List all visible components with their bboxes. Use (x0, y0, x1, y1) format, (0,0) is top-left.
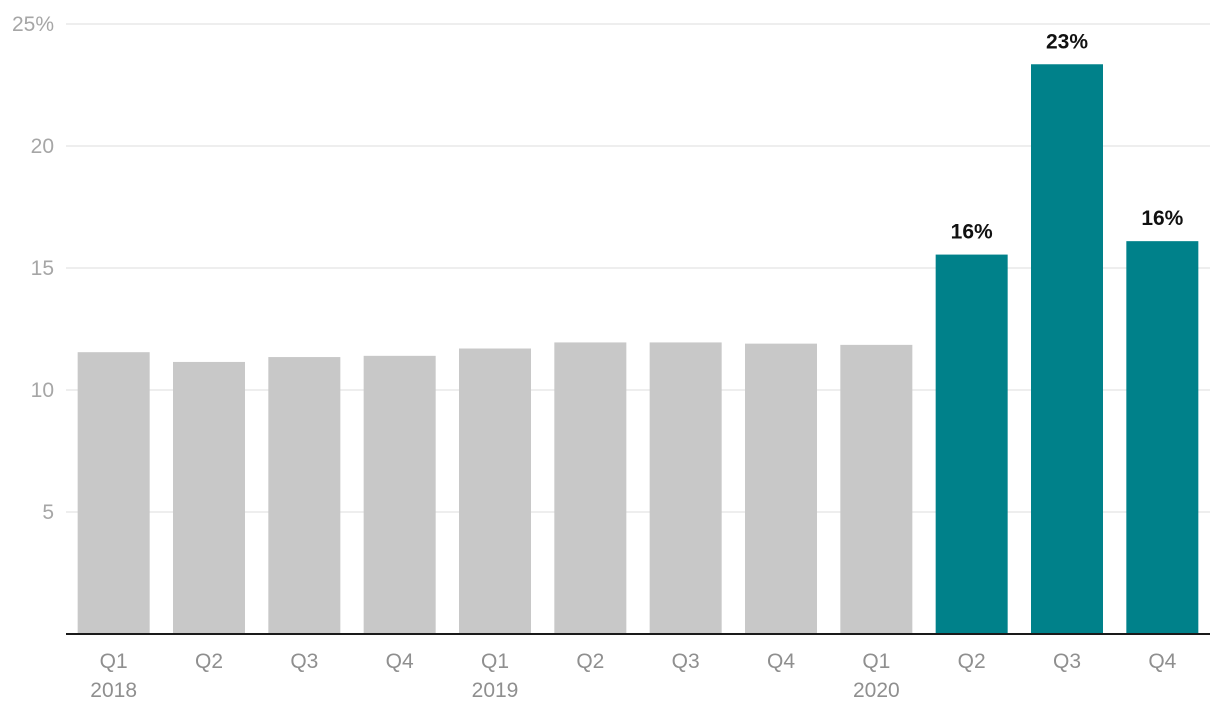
bar-q4-11 (1126, 241, 1199, 634)
x-tick-quarter-label: Q1 (100, 650, 128, 673)
x-tick-quarter-label: Q1 (862, 650, 890, 673)
bars (77, 64, 1199, 634)
y-tick-label: 5 (42, 501, 54, 524)
x-tick-quarter-label: Q3 (672, 650, 700, 673)
x-tick-quarter-label: Q3 (290, 650, 318, 673)
bar-q2-9 (935, 254, 1008, 634)
bar-q3-10 (1031, 64, 1103, 634)
x-tick-quarter-label: Q2 (576, 650, 604, 673)
x-tick-quarter-label: Q2 (195, 650, 223, 673)
bar-value-label: 16% (1141, 207, 1183, 230)
x-tick-quarter-label: Q4 (767, 650, 795, 673)
bar-value-label: 16% (951, 221, 993, 244)
data-labels: 16% 23% 16% (951, 30, 1184, 243)
x-tick-quarter-label: Q1 (481, 650, 509, 673)
bar-q1-8 (840, 344, 913, 634)
y-tick-label: 20 (31, 135, 54, 158)
x-tick-quarter-label: Q3 (1053, 650, 1081, 673)
x-tick-year-label: 2018 (90, 679, 137, 702)
gridlines (66, 23, 1210, 513)
x-tick-quarter-label: Q4 (386, 650, 414, 673)
x-tick-quarter-label: Q2 (958, 650, 986, 673)
x-tick-quarter-label: Q4 (1148, 650, 1176, 673)
bar-value-label: 23% (1046, 30, 1088, 53)
bar-q2-1 (173, 361, 245, 634)
bar-q1-4 (459, 348, 531, 634)
bar-q4-3 (363, 355, 436, 634)
bar-q2-5 (554, 342, 627, 634)
y-tick-label: 15 (31, 257, 54, 280)
y-tick-label: 25% (12, 13, 54, 36)
y-axis-ticks: 5 10 15 20 25% (12, 13, 54, 524)
bar-q4-7 (745, 343, 817, 634)
bar-q1-0 (77, 352, 150, 634)
x-tick-year-label: 2019 (472, 679, 519, 702)
x-tick-year-label: 2020 (853, 679, 900, 702)
x-axis-ticks: Q1 2018 Q2 Q3 Q4 Q1 2019 Q2 Q3 Q4 Q1 2020 Q2 Q3 Q4 (90, 650, 1176, 702)
y-tick-label: 10 (31, 379, 54, 402)
bar-q3-2 (268, 357, 341, 634)
bar-q3-6 (649, 342, 722, 634)
